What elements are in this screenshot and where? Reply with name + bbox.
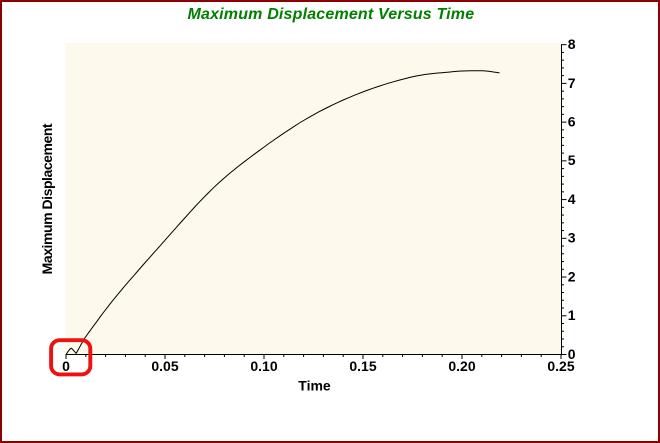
svg-text:0.15: 0.15	[349, 358, 376, 374]
svg-text:7: 7	[568, 75, 576, 91]
svg-text:8: 8	[568, 36, 576, 52]
svg-text:4: 4	[568, 191, 576, 207]
svg-text:1: 1	[568, 307, 576, 323]
svg-text:0: 0	[568, 346, 576, 362]
svg-text:0.25: 0.25	[547, 358, 574, 374]
svg-text:0.10: 0.10	[250, 358, 277, 374]
svg-text:0.20: 0.20	[448, 358, 475, 374]
svg-text:3: 3	[568, 230, 576, 246]
svg-text:Maximum Displacement Versus Ti: Maximum Displacement Versus Time	[188, 6, 475, 23]
svg-text:Time: Time	[298, 378, 331, 394]
svg-text:6: 6	[568, 114, 576, 130]
svg-text:0.05: 0.05	[151, 358, 178, 374]
svg-text:0: 0	[62, 358, 70, 374]
svg-text:2: 2	[568, 268, 576, 284]
svg-text:Maximum Displacement: Maximum Displacement	[39, 123, 55, 274]
svg-text:5: 5	[568, 152, 576, 168]
